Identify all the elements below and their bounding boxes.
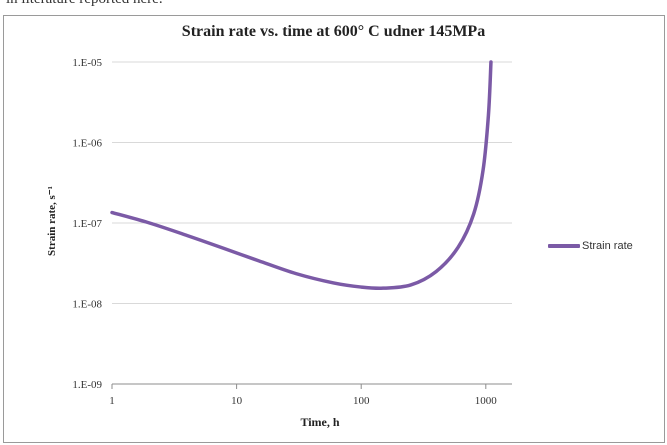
x-tick-label: 1000	[475, 395, 498, 407]
legend-swatch	[548, 244, 580, 248]
legend-label: Strain rate	[582, 240, 633, 252]
y-axis-label: Strain rate, s⁻¹	[46, 186, 58, 256]
legend: Strain rate	[548, 240, 633, 252]
x-axis-label: Time, h	[300, 415, 340, 429]
y-tick-label: 1.E-09	[72, 379, 102, 391]
y-tick-label: 1.E-06	[72, 138, 102, 150]
document-text-fragment: in literature reported here.	[6, 0, 163, 8]
x-tick-label: 100	[353, 395, 370, 407]
y-tick-label: 1.E-05	[72, 57, 102, 69]
y-tick-label: 1.E-08	[72, 299, 102, 311]
y-tick-label: 1.E-07	[72, 218, 102, 230]
x-tick-label: 1	[109, 395, 115, 407]
series-line-strain-rate	[110, 60, 493, 291]
x-tick-label: 10	[231, 395, 243, 407]
chart-title: Strain rate vs. time at 600° C udner 145…	[181, 23, 486, 40]
chart-frame	[3, 15, 665, 443]
